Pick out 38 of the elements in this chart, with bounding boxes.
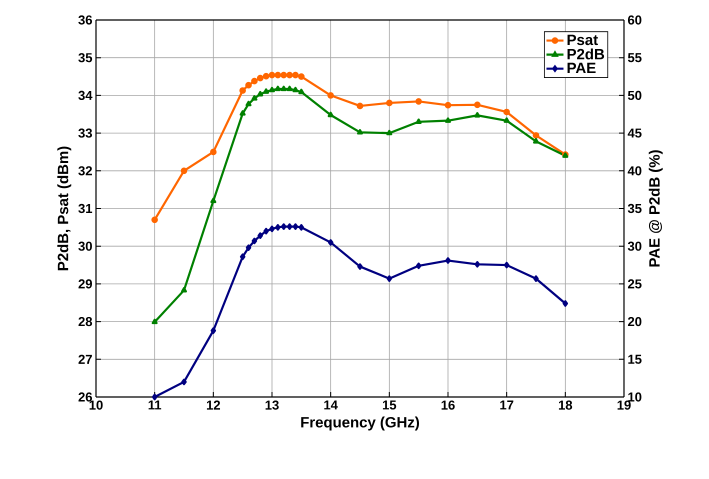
y-tick-label: 36 (78, 15, 92, 25)
x-tick-label: 16 (442, 400, 455, 410)
x-tick-label: 19 (618, 400, 631, 410)
y2-tick-label: 50 (628, 90, 642, 100)
y-tick-label: 28 (78, 317, 92, 326)
y-tick-label: 34 (78, 90, 92, 100)
y-tick-label: 26 (78, 392, 92, 402)
x-axis-title: Frequency (GHz) (301, 416, 420, 430)
y2-tick-label: 20 (628, 317, 642, 326)
legend-label: Psat (568, 34, 598, 46)
legend-label: PAE (568, 62, 596, 74)
y2-tick-label: 45 (628, 128, 642, 138)
y-tick-label: 27 (78, 354, 92, 364)
x-tick-label: 12 (206, 400, 220, 410)
legend-label: P2dB (568, 48, 604, 60)
y-tick-label: 35 (78, 53, 92, 62)
y2-tick-label: 35 (628, 204, 642, 214)
y2-tick-label: 55 (628, 53, 642, 62)
y-tick-label: 29 (78, 279, 92, 288)
y2-tick-label: 15 (628, 354, 642, 364)
y-tick-label: 32 (78, 166, 92, 176)
x-tick-label: 18 (558, 400, 572, 410)
y-tick-label: 33 (78, 128, 92, 138)
y2-axis-title: PAE @ P2dB (%) (648, 150, 663, 267)
y2-tick-label: 25 (628, 279, 642, 288)
x-tick-label: 10 (90, 400, 103, 410)
y-tick-label: 30 (78, 242, 92, 251)
y2-tick-label: 40 (628, 166, 642, 176)
y-tick-label: 31 (78, 204, 92, 214)
y2-tick-label: 30 (628, 242, 642, 251)
x-tick-label: 11 (148, 400, 162, 410)
y2-tick-label: 60 (628, 15, 642, 25)
y2-tick-label: 10 (628, 392, 642, 402)
x-tick-label: 15 (382, 400, 396, 410)
x-tick-label: 17 (500, 400, 514, 410)
x-tick-label: 14 (324, 400, 338, 410)
x-tick-label: 13 (266, 400, 279, 410)
y-axis-title: P2dB, Psat (dBm) (57, 146, 72, 270)
